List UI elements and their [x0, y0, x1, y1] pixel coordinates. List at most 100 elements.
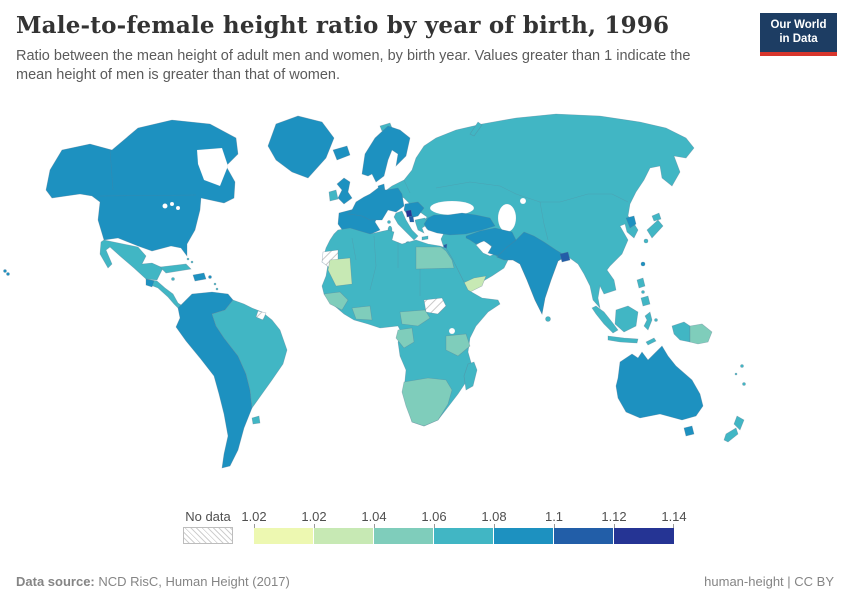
region-ghana-cote-divoire[interactable] — [351, 305, 373, 321]
region-nz-south-island[interactable] — [723, 427, 739, 443]
region-mauritania[interactable] — [327, 257, 353, 287]
great-lake — [169, 201, 175, 207]
region-uruguay[interactable] — [251, 415, 261, 425]
region-pakistan-india[interactable] — [496, 231, 567, 315]
region-cameroon-car[interactable] — [399, 309, 431, 327]
region-tasmania[interactable] — [683, 425, 695, 437]
legend-bin-2[interactable] — [314, 528, 374, 544]
region-albania[interactable] — [408, 215, 415, 223]
alaska-border — [109, 149, 114, 191]
region-philippines-visayas[interactable] — [641, 290, 645, 294]
region-borneo[interactable] — [614, 305, 639, 333]
region-papua-new-guinea[interactable] — [689, 323, 713, 345]
region-canada-usa[interactable] — [45, 119, 239, 257]
region-new-caledonia[interactable] — [742, 382, 746, 386]
region-fiji[interactable] — [740, 364, 744, 368]
region-iceland[interactable] — [332, 145, 351, 161]
region-jamaica[interactable] — [171, 277, 175, 281]
region-egypt[interactable] — [415, 246, 455, 270]
region-philippines-mindanao[interactable] — [640, 295, 651, 307]
region-novaya-zemlya[interactable] — [469, 121, 483, 137]
region-hawaii[interactable] — [6, 272, 10, 276]
legend-no-data-swatch[interactable] — [183, 527, 233, 544]
region-guatemala[interactable] — [145, 278, 155, 288]
map-legend: No data 1.02 1.02 1.04 1.06 1.08 1.1 1.1… — [183, 509, 687, 544]
region-japan-hokkaido[interactable] — [651, 212, 662, 222]
legend-tick-label: 1.12 — [601, 509, 627, 524]
region-greece[interactable] — [414, 217, 429, 234]
region-hispaniola[interactable] — [192, 272, 207, 282]
region-lesser-antilles[interactable] — [213, 282, 217, 286]
region-gabon-congo[interactable] — [395, 327, 415, 349]
region-bahamas[interactable] — [186, 257, 190, 261]
legend-tick — [673, 524, 674, 528]
black-sea — [429, 200, 475, 216]
region-crete[interactable] — [421, 235, 429, 241]
region-west-new-guinea[interactable] — [671, 321, 691, 343]
legend-bin-1[interactable] — [254, 528, 314, 544]
chart-subtitle: Ratio between the mean height of adult m… — [16, 47, 691, 83]
region-greenland[interactable] — [267, 115, 335, 179]
region-united-kingdom[interactable] — [336, 177, 353, 205]
region-japan-honshu[interactable] — [646, 219, 664, 239]
region-corsica[interactable] — [387, 220, 391, 224]
region-taiwan[interactable] — [640, 261, 646, 267]
region-iran[interactable] — [465, 227, 517, 257]
region-sulawesi[interactable] — [643, 311, 653, 331]
chart-header: Male-to-female height ratio by year of b… — [16, 12, 740, 85]
region-mexico[interactable] — [99, 239, 164, 281]
region-montenegro[interactable] — [405, 209, 413, 218]
region-france-germany[interactable] — [347, 187, 405, 221]
region-ireland[interactable] — [328, 189, 339, 202]
world-choropleth-map — [0, 98, 850, 506]
region-cuba[interactable] — [159, 263, 192, 274]
region-turkey[interactable] — [423, 212, 496, 236]
region-hawaii[interactable] — [3, 269, 7, 273]
region-nz-north-island[interactable] — [733, 415, 745, 431]
owid-logo[interactable]: Our World in Data — [760, 13, 837, 56]
region-timor[interactable] — [645, 337, 657, 346]
region-sumatra[interactable] — [591, 305, 619, 334]
region-puerto-rico[interactable] — [208, 275, 212, 279]
legend-bin-4[interactable] — [434, 528, 494, 544]
legend-bin-6[interactable] — [554, 528, 614, 544]
region-lesser-antilles[interactable] — [215, 287, 219, 291]
region-tanzania[interactable] — [445, 333, 471, 357]
data-source: Data source: NCD RisC, Human Height (201… — [16, 574, 290, 589]
legend-tick-label: 1.14 — [661, 509, 687, 524]
region-philippines-luzon[interactable] — [636, 277, 646, 289]
region-moluccas[interactable] — [654, 318, 658, 322]
region-bangladesh[interactable] — [559, 251, 571, 263]
us-canada-border — [99, 194, 197, 197]
region-vanuatu[interactable] — [734, 372, 738, 376]
region-north-korea[interactable] — [625, 215, 637, 229]
region-japan-kyushu[interactable] — [643, 238, 649, 244]
great-lake — [162, 203, 168, 209]
region-madagascar[interactable] — [463, 361, 478, 391]
legend-tick-label: 1.06 — [421, 509, 447, 524]
legend-tick — [434, 524, 435, 528]
legend-no-data-label: No data — [185, 509, 231, 524]
region-scandinavia[interactable] — [361, 125, 411, 183]
aral-sea — [519, 197, 527, 205]
baltics-border — [403, 179, 411, 194]
region-australia[interactable] — [615, 345, 704, 421]
legend-bin-3[interactable] — [374, 528, 434, 544]
region-andean-south-america[interactable] — [175, 291, 253, 469]
region-sri-lanka[interactable] — [545, 316, 551, 322]
region-south-sudan[interactable] — [423, 297, 447, 315]
region-french-guiana[interactable] — [255, 310, 267, 321]
legend-bin-5[interactable] — [494, 528, 554, 544]
owid-logo-line2: in Data — [779, 32, 818, 45]
region-bahamas[interactable] — [190, 260, 194, 264]
legend-bin-7[interactable] — [614, 528, 674, 544]
region-italy[interactable] — [393, 210, 419, 241]
great-lake — [175, 205, 181, 211]
legend-no-data[interactable]: No data — [183, 509, 233, 544]
region-guinea[interactable] — [323, 291, 349, 311]
region-southern-africa[interactable] — [401, 377, 453, 427]
region-java[interactable] — [607, 335, 639, 344]
caspian-sea — [497, 203, 517, 233]
mongolia-china-border — [515, 193, 629, 203]
